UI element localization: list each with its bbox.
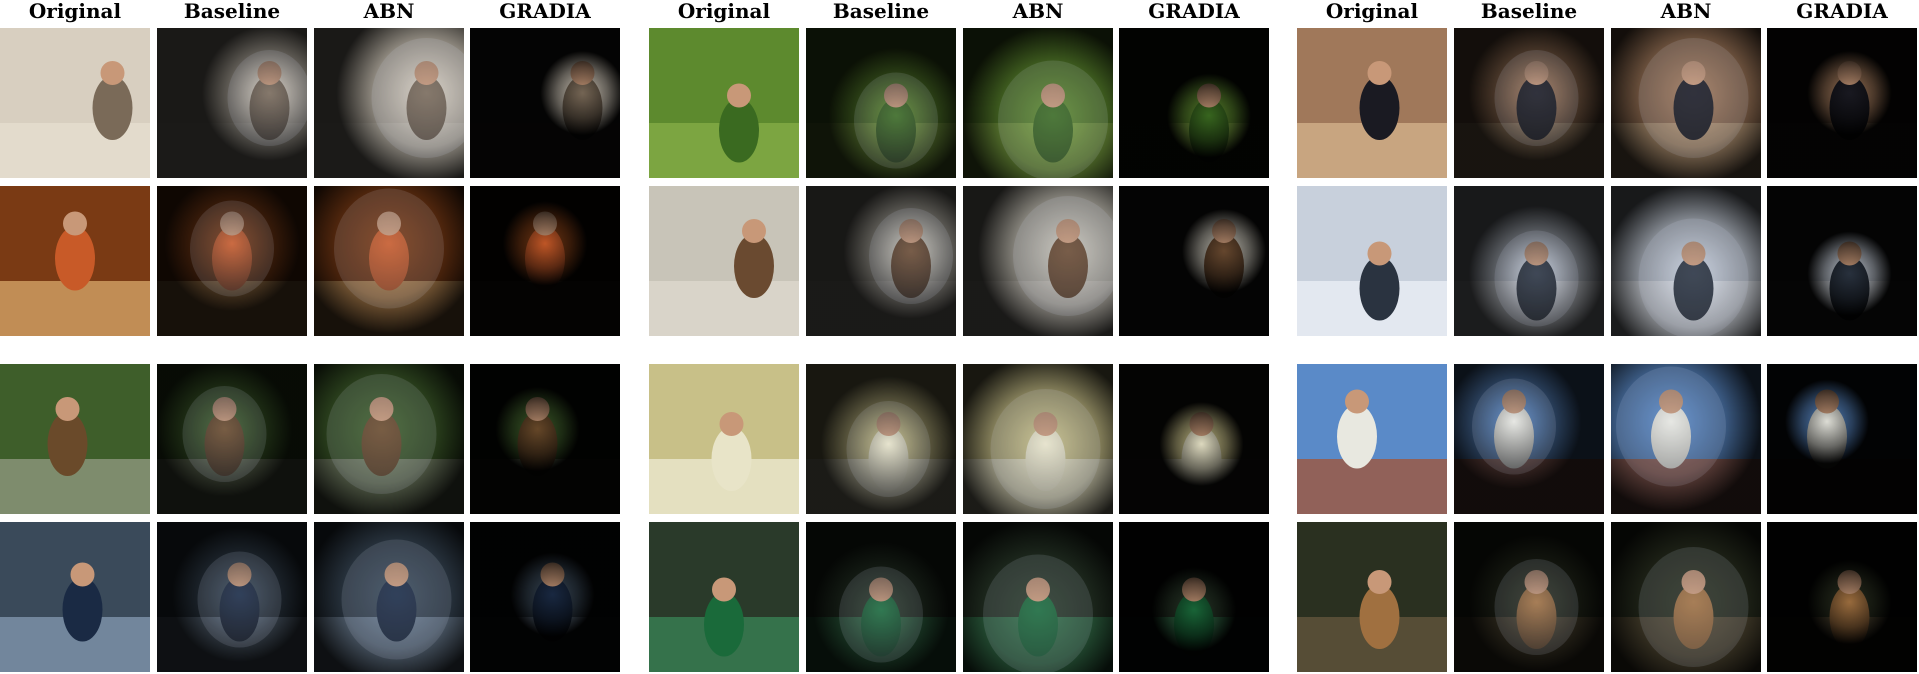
- woman-standing-on-lawn-gradia-image: [1119, 28, 1269, 178]
- man-with-dog-on-rocks-gradia-image: [1767, 522, 1917, 672]
- column-header-original: Original: [677, 0, 771, 23]
- woman-with-pizza-gradia-image: [470, 186, 620, 336]
- woman-holding-object-indoors-abn-image: [1611, 28, 1761, 178]
- surfer-on-wave-original-image: [649, 364, 799, 514]
- man-with-dog-on-rocks-original-image: [1297, 522, 1447, 672]
- column-header-baseline: Baseline: [832, 0, 930, 23]
- man-in-store-aisle-gradia-image: [470, 522, 620, 672]
- column-header-gradia: GRADIA: [1148, 0, 1240, 23]
- column-header-baseline: Baseline: [1480, 0, 1578, 23]
- woman-with-pizza-baseline-image: [157, 186, 307, 336]
- skier-on-snowy-trail-baseline-image: [1454, 186, 1604, 336]
- skateboarder-against-sky-abn-image: [1611, 364, 1761, 514]
- man-riding-horse-original-image: [0, 364, 150, 514]
- skier-on-snowy-trail-original-image: [1297, 186, 1447, 336]
- woman-standing-on-lawn-original-image: [649, 28, 799, 178]
- woman-sitting-in-chair-abn-image: [963, 186, 1113, 336]
- woman-holding-object-indoors-baseline-image: [1454, 28, 1604, 178]
- column-header-abn: ABN: [1012, 0, 1064, 23]
- person-lying-in-bed-with-dog-abn-image: [314, 28, 464, 178]
- man-with-dog-on-rocks-baseline-image: [1454, 522, 1604, 672]
- surfer-on-wave-gradia-image: [1119, 364, 1269, 514]
- man-riding-horse-baseline-image: [157, 364, 307, 514]
- column-header-gradia: GRADIA: [1796, 0, 1888, 23]
- tennis-player-on-court-abn-image: [963, 522, 1113, 672]
- man-riding-horse-gradia-image: [470, 364, 620, 514]
- surfer-on-wave-abn-image: [963, 364, 1113, 514]
- tennis-player-on-court-baseline-image: [806, 522, 956, 672]
- skateboarder-against-sky-gradia-image: [1767, 364, 1917, 514]
- man-in-store-aisle-abn-image: [314, 522, 464, 672]
- column-header-original: Original: [28, 0, 122, 23]
- woman-sitting-in-chair-baseline-image: [806, 186, 956, 336]
- man-in-store-aisle-original-image: [0, 522, 150, 672]
- woman-sitting-in-chair-gradia-image: [1119, 186, 1269, 336]
- column-header-gradia: GRADIA: [499, 0, 591, 23]
- skateboarder-against-sky-original-image: [1297, 364, 1447, 514]
- man-with-dog-on-rocks-abn-image: [1611, 522, 1761, 672]
- tennis-player-on-court-gradia-image: [1119, 522, 1269, 672]
- column-header-original: Original: [1325, 0, 1419, 23]
- column-header-abn: ABN: [363, 0, 415, 23]
- man-in-store-aisle-baseline-image: [157, 522, 307, 672]
- person-lying-in-bed-with-dog-baseline-image: [157, 28, 307, 178]
- tennis-player-on-court-original-image: [649, 522, 799, 672]
- skateboarder-against-sky-baseline-image: [1454, 364, 1604, 514]
- woman-holding-object-indoors-original-image: [1297, 28, 1447, 178]
- person-lying-in-bed-with-dog-original-image: [0, 28, 150, 178]
- column-header-abn: ABN: [1660, 0, 1712, 23]
- woman-standing-on-lawn-baseline-image: [806, 28, 956, 178]
- column-header-baseline: Baseline: [183, 0, 281, 23]
- person-lying-in-bed-with-dog-gradia-image: [470, 28, 620, 178]
- woman-with-pizza-original-image: [0, 186, 150, 336]
- surfer-on-wave-baseline-image: [806, 364, 956, 514]
- woman-sitting-in-chair-original-image: [649, 186, 799, 336]
- skier-on-snowy-trail-gradia-image: [1767, 186, 1917, 336]
- woman-standing-on-lawn-abn-image: [963, 28, 1113, 178]
- skier-on-snowy-trail-abn-image: [1611, 186, 1761, 336]
- man-riding-horse-abn-image: [314, 364, 464, 514]
- woman-holding-object-indoors-gradia-image: [1767, 28, 1917, 178]
- woman-with-pizza-abn-image: [314, 186, 464, 336]
